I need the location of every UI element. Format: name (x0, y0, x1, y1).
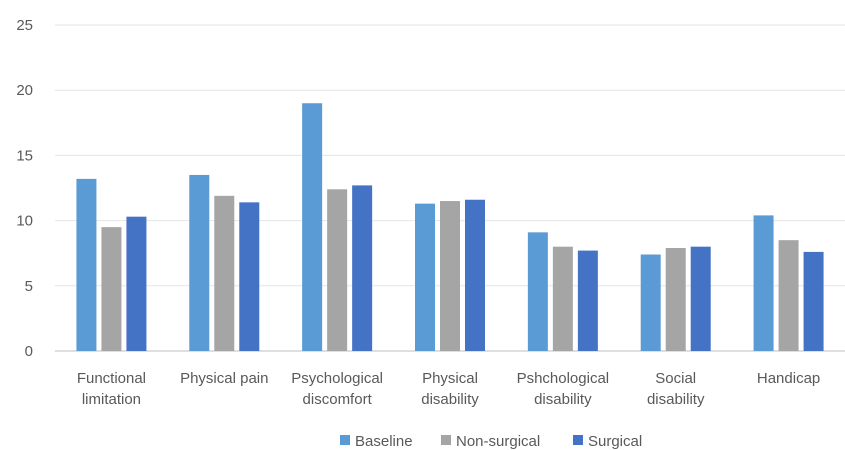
y-tick-label: 15 (16, 147, 33, 164)
x-category-label: Physical pain (180, 370, 268, 387)
legend-label: Surgical (588, 433, 642, 450)
bar-surgical-3 (465, 199, 485, 351)
bar-non-surgical-2 (327, 189, 348, 351)
x-category-label: Social (655, 370, 696, 387)
bar-surgical-5 (690, 246, 711, 351)
x-category-label: Handicap (757, 370, 820, 387)
bar-non-surgical-4 (552, 246, 573, 351)
bar-non-surgical-5 (665, 247, 686, 351)
bar-baseline-0 (76, 178, 97, 351)
x-category-label: Physical (422, 370, 478, 387)
bar-non-surgical-0 (101, 227, 122, 351)
bar-non-surgical-6 (778, 240, 799, 351)
legend-swatch-non-surgical (441, 435, 451, 445)
legend-swatch-baseline (340, 435, 350, 445)
bar-surgical-4 (577, 250, 598, 351)
x-category-label: Functional (77, 370, 146, 387)
bar-surgical-2 (352, 185, 373, 351)
bar-surgical-1 (239, 202, 260, 351)
bar-surgical-6 (803, 251, 824, 351)
bar-baseline-4 (527, 232, 548, 351)
x-category-label: Psychological (291, 370, 383, 387)
bars (76, 103, 824, 352)
x-category-label: disability (534, 391, 592, 408)
bar-baseline-5 (640, 254, 661, 351)
y-axis-tick-labels: 0 5 10 15 20 25 (16, 17, 33, 360)
x-axis-category-labels: Functional limitation Physical pain Psychol… (77, 370, 820, 408)
legend-swatch-surgical (573, 435, 583, 445)
y-tick-label: 25 (16, 17, 33, 34)
legend-label: Baseline (355, 433, 413, 450)
y-tick-label: 10 (16, 213, 33, 230)
y-tick-label: 20 (16, 82, 33, 99)
x-category-label: disability (647, 391, 705, 408)
bar-baseline-3 (415, 203, 435, 351)
x-category-label: disability (421, 391, 479, 408)
bar-baseline-1 (189, 174, 210, 351)
bar-baseline-6 (753, 215, 774, 351)
bar-non-surgical-3 (440, 201, 460, 351)
x-category-label: Pshchological (517, 370, 610, 387)
x-category-label: discomfort (303, 391, 373, 408)
bar-baseline-2 (302, 103, 323, 352)
legend-label: Non-surgical (456, 433, 540, 450)
bar-surgical-0 (126, 216, 147, 351)
x-category-label: limitation (82, 391, 141, 408)
bar-non-surgical-1 (214, 195, 235, 351)
y-tick-label: 0 (25, 343, 33, 360)
y-tick-label: 5 (25, 278, 33, 295)
legend: Baseline Non-surgical Surgical (340, 433, 642, 450)
